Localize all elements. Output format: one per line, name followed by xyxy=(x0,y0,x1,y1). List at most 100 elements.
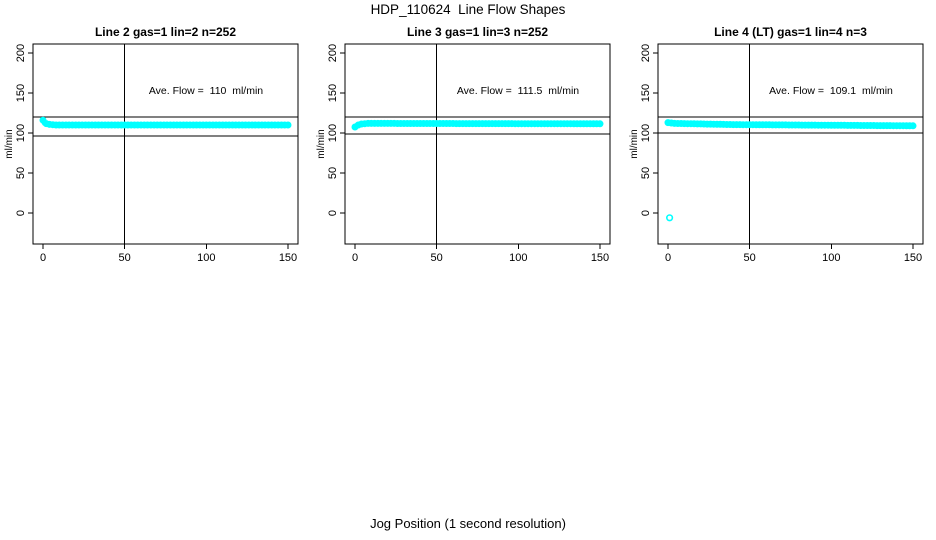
panel1-data-point xyxy=(108,121,116,129)
panel1-data-point xyxy=(104,121,112,129)
panel1-data-point xyxy=(215,121,223,129)
panel1-x-tick-label: 0 xyxy=(40,252,46,264)
panel3-ave-flow-annotation: Ave. Flow = 109.1 ml/min xyxy=(769,85,893,97)
panel1-data-point xyxy=(49,121,57,129)
panel2-data-point xyxy=(387,119,395,127)
panel3-data-point xyxy=(749,121,757,129)
panel1-y-tick-label: 150 xyxy=(15,84,27,102)
panel3-data-point xyxy=(791,121,799,129)
panel1-title: Line 2 gas=1 lin=2 n=252 xyxy=(94,25,237,39)
panel2-data-point xyxy=(511,120,519,128)
panel2-data-point xyxy=(410,120,418,128)
panel3-data-point xyxy=(739,121,747,129)
panel3-title: Line 4 (LT) gas=1 lin=4 n=3 xyxy=(714,25,867,39)
panel3-data-point xyxy=(827,121,835,129)
panel3-data-point xyxy=(850,121,858,129)
panel1-data-point xyxy=(251,121,259,129)
panel3-x-tick-label: 0 xyxy=(665,252,671,264)
panel3-data-point xyxy=(716,120,724,128)
panel1-data-point xyxy=(264,121,272,129)
panel2-data-point xyxy=(553,120,561,128)
panel1-data-point xyxy=(111,121,119,129)
panel2-data-point xyxy=(436,120,444,128)
panel2-data-point xyxy=(482,120,490,128)
panel1-data-point xyxy=(166,121,174,129)
panel3-x-tick-label: 100 xyxy=(822,252,840,264)
panel3-data-point xyxy=(759,121,767,129)
panel3-y-tick-label: 200 xyxy=(640,44,652,62)
panel3-data-point xyxy=(667,119,675,127)
panel1-data-point xyxy=(140,121,148,129)
panel2-data-point xyxy=(429,120,437,128)
panel3-data-point xyxy=(798,121,806,129)
panel2-data-point xyxy=(426,120,434,128)
panel3-data-point xyxy=(870,122,878,130)
panel3-data-point xyxy=(785,121,793,129)
panel2-data-point xyxy=(380,119,388,127)
panel3-data-point xyxy=(752,121,760,129)
panel2-data-point xyxy=(488,120,496,128)
panel2-data-point xyxy=(446,120,454,128)
panel3-data-point xyxy=(814,121,822,129)
panel2-data-point xyxy=(576,120,584,128)
panel1-data-point xyxy=(117,121,125,129)
panel1-data-point xyxy=(222,121,230,129)
panel3-data-point xyxy=(860,122,868,130)
panel3-data-point xyxy=(723,121,731,129)
panel1-data-point xyxy=(150,121,158,129)
panel2-data-point xyxy=(374,119,382,127)
panel1-data-point xyxy=(261,121,269,129)
panel2-data-point xyxy=(433,120,441,128)
panel3-data-point xyxy=(670,119,678,127)
panel1-data-point xyxy=(248,121,256,129)
panel1-flow-band xyxy=(40,117,291,128)
panel3-data-point xyxy=(713,120,721,128)
panel1-data-point xyxy=(281,121,289,129)
panel1-data-point xyxy=(52,121,60,129)
panel1-data-point xyxy=(245,121,253,129)
panel1-data-point xyxy=(160,121,168,129)
panel3-data-point xyxy=(824,121,832,129)
panel1-data-point xyxy=(189,121,197,129)
panel3-data-point xyxy=(808,121,816,129)
panel2-data-point xyxy=(596,120,604,128)
panel3-data-point xyxy=(680,120,688,128)
panel2-ave-flow-annotation: Ave. Flow = 111.5 ml/min xyxy=(456,85,580,97)
panel1-data-point xyxy=(235,121,243,129)
panel2-data-point xyxy=(465,120,473,128)
panel1-data-point xyxy=(193,121,201,129)
panel3-data-point xyxy=(811,121,819,129)
panel3-data-point xyxy=(893,122,901,130)
panel1-data-point xyxy=(59,121,67,129)
panel1-data-point xyxy=(42,120,50,128)
panel1-data-point xyxy=(199,121,207,129)
panel2-data-point xyxy=(589,120,597,128)
panel3-flow-band xyxy=(665,119,916,129)
panel1-data-point xyxy=(186,121,194,129)
panel3-data-point xyxy=(788,121,796,129)
panel2-data-point xyxy=(439,120,447,128)
panel1-data-point xyxy=(183,121,191,129)
panel3-y-tick-label: 0 xyxy=(640,210,652,216)
panel1-data-point xyxy=(124,121,132,129)
panel2-title: Line 3 gas=1 lin=3 n=252 xyxy=(406,25,549,39)
panel3-data-point xyxy=(902,122,910,130)
panel3-data-point xyxy=(778,121,786,129)
panel2-data-point xyxy=(537,120,545,128)
panel3-data-point xyxy=(710,120,718,128)
panel3-data-point xyxy=(687,120,695,128)
panel2-data-point xyxy=(442,120,450,128)
panel3-data-point xyxy=(834,121,842,129)
panel3-data-point xyxy=(886,122,894,130)
panel3-x-tick-label: 150 xyxy=(904,252,922,264)
panel2-data-point xyxy=(573,120,581,128)
panel1-data-point xyxy=(284,121,292,129)
panel3-data-point xyxy=(909,122,917,130)
panel1-ave-flow-annotation: Ave. Flow = 110 ml/min xyxy=(148,85,264,97)
panel3-data-point xyxy=(733,121,741,129)
panel2-data-point xyxy=(367,119,375,127)
panel3-data-point xyxy=(677,120,685,128)
panel2-data-point xyxy=(361,120,369,128)
panel2-data-point xyxy=(462,120,470,128)
panel3-x-tick-label: 50 xyxy=(744,252,756,264)
